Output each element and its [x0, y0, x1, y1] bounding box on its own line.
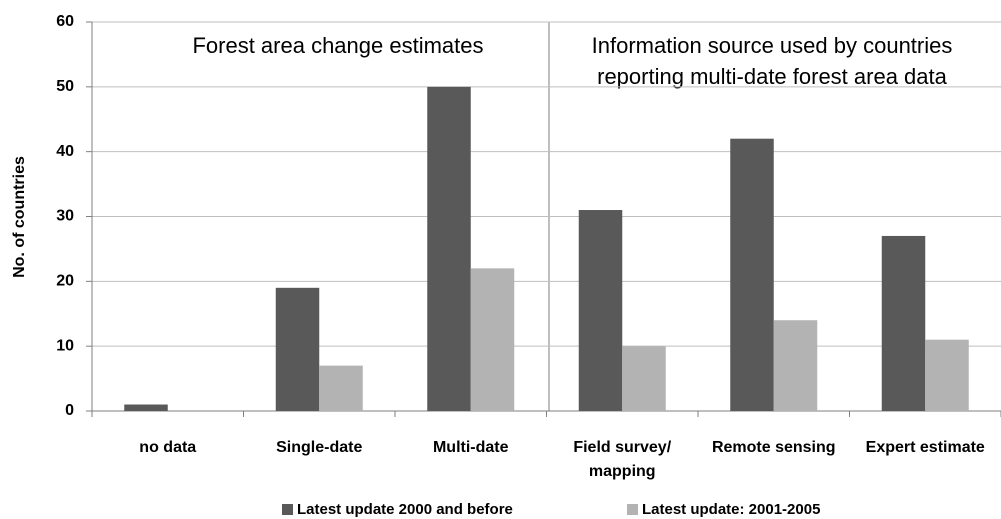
x-tick-label: Multi-date — [433, 439, 509, 456]
y-tick-label: 20 — [56, 273, 74, 290]
bar — [427, 86, 471, 411]
annotation: Information source used by countries — [592, 33, 953, 58]
annotation: reporting multi-date forest area data — [597, 64, 948, 89]
y-tick-label: 60 — [56, 13, 74, 30]
bar — [275, 287, 320, 411]
y-tick-label: 30 — [56, 208, 74, 225]
bar — [773, 320, 818, 411]
bar — [124, 404, 168, 411]
annotation: Forest area change estimates — [192, 33, 483, 58]
bar — [470, 268, 515, 411]
legend-swatch — [282, 504, 293, 515]
legend-swatch — [627, 504, 638, 515]
y-tick-label: 0 — [65, 402, 74, 419]
x-tick-label: Field survey/mapping — [573, 439, 671, 480]
bar — [622, 346, 666, 411]
bar — [730, 138, 774, 411]
x-tick-label: Remote sensing — [712, 439, 836, 456]
x-tick-label: no data — [139, 439, 196, 456]
bar — [881, 235, 926, 411]
y-axis-label: No. of countries — [11, 156, 28, 278]
y-tick-label: 40 — [56, 143, 74, 160]
y-tick-label: 10 — [56, 337, 74, 354]
bar — [925, 339, 969, 411]
legend-label: Latest update 2000 and before — [297, 501, 513, 518]
y-tick-label: 50 — [56, 78, 74, 95]
legend-label: Latest update: 2001-2005 — [642, 501, 820, 518]
x-tick-label: Single-date — [276, 439, 362, 456]
bar — [578, 210, 623, 411]
x-tick-label: Expert estimate — [866, 439, 985, 456]
bar — [319, 365, 363, 411]
